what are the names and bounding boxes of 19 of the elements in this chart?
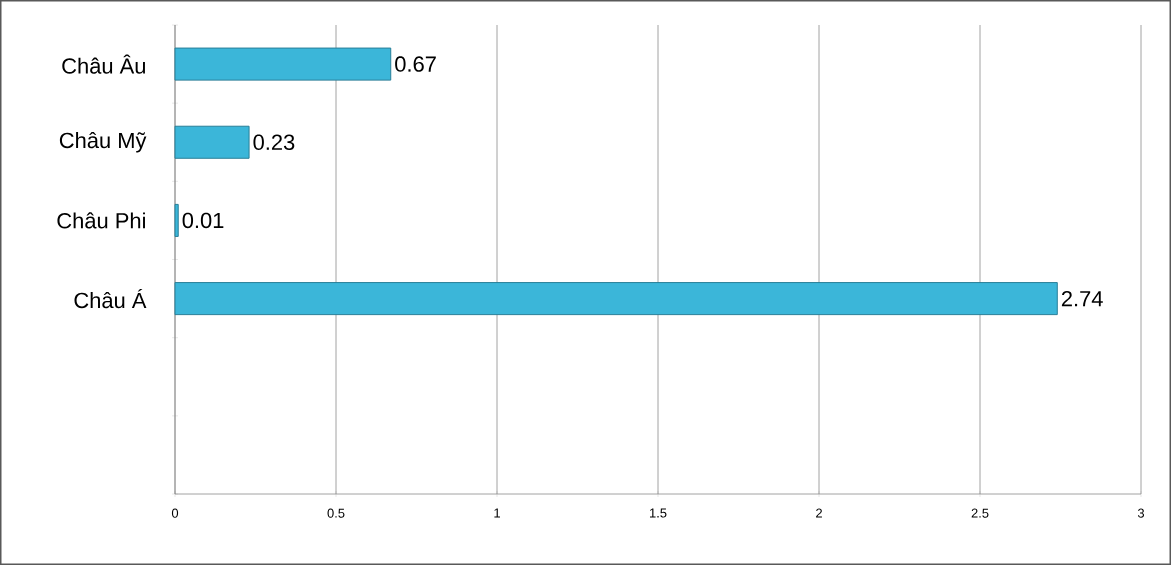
x-tick-label: 0 <box>171 508 179 518</box>
x-tick-label: 2 <box>816 508 822 518</box>
x-tick-label: 1.5 <box>649 508 667 518</box>
x-tick-label: 1 <box>494 508 500 518</box>
data-label: 0.67 <box>395 56 436 72</box>
data-label: 0.23 <box>253 134 295 151</box>
x-tick-label: 3 <box>1137 508 1145 518</box>
bar <box>174 203 179 237</box>
data-label: 0.01 <box>182 212 224 229</box>
bar <box>174 282 1058 316</box>
x-tick-label: 0.5 <box>327 508 345 518</box>
y-tick-label: Châu Á <box>74 288 147 309</box>
bar <box>174 47 392 81</box>
x-tick-label: 2.5 <box>971 508 989 518</box>
y-tick-label: Châu Âu <box>62 54 145 74</box>
y-tick-label: Châu Phi <box>57 212 145 229</box>
y-tick-label: Châu Mỹ <box>59 132 147 153</box>
bar <box>174 125 250 159</box>
data-label: 2.74 <box>1061 290 1103 307</box>
